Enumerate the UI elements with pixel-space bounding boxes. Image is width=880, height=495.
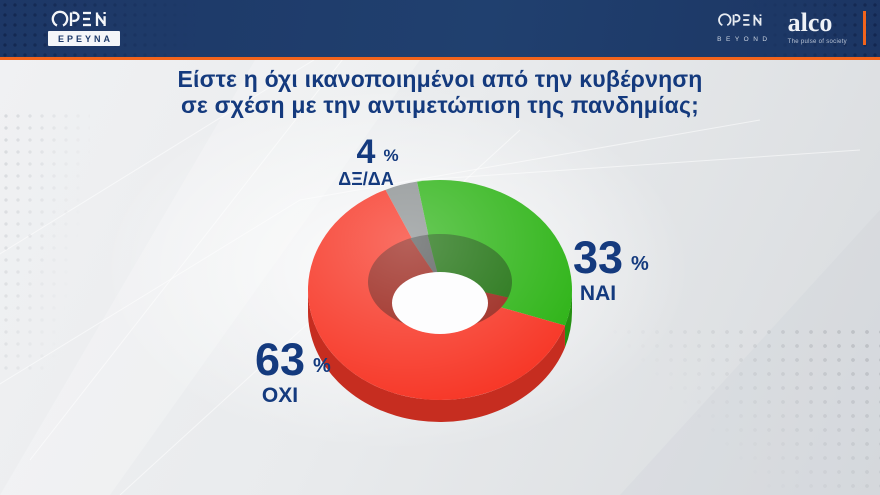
oxi-label: ΟΧΙ: [261, 383, 299, 407]
alco-orange-bar: [863, 10, 866, 45]
dxda-value-row: 4%: [356, 133, 399, 171]
accent-line: [0, 57, 880, 60]
header-right-logos: BEYOND alco The pulse of society: [717, 10, 866, 45]
oxi-value: 63: [254, 334, 306, 385]
oxi-value-row: 63%: [255, 337, 331, 382]
nai-value-row: 33%: [573, 235, 649, 280]
question-line-2: σε σχέση με την αντιμετώπιση της πανδημί…: [181, 92, 699, 118]
halftone-dots-bottom-right: [580, 325, 880, 495]
oxi-percent-sign: %: [313, 354, 331, 377]
beyond-label: BEYOND: [717, 36, 772, 43]
nai-percent-sign: %: [631, 252, 649, 275]
ereyna-badge: ΕΡΕΥΝΑ: [48, 31, 120, 46]
question-line-1: Είστε η όχι ικανοποιημένοι από την κυβέρ…: [177, 66, 703, 92]
nai-label: ΝΑΙ: [579, 281, 617, 305]
open-beyond-logo: BEYOND: [717, 12, 771, 43]
halftone-dots-top-left: [0, 110, 90, 370]
callout-dxda: 4% ΔΞ/ΔΑ: [318, 133, 414, 190]
open-ereyna-logo: ΕΡΕΥΝΑ: [48, 9, 120, 46]
nai-value: 33: [572, 232, 624, 283]
callout-oxi: 63% ΟΧΙ: [231, 337, 331, 407]
content-stage: [0, 60, 880, 495]
dxda-value: 4: [356, 133, 376, 171]
dxda-percent-sign: %: [383, 146, 399, 166]
dxda-label: ΔΞ/ΔΑ: [338, 169, 394, 190]
alco-logo: alco The pulse of society: [787, 8, 847, 46]
open-logo-icon: [51, 10, 106, 27]
question-title: Είστε η όχι ικανοποιημένοι από την κυβέρ…: [0, 66, 880, 118]
header-bar: ΕΡΕΥΝΑ BEYOND alco The pulse of society: [0, 0, 880, 57]
alco-tagline: The pulse of society: [787, 39, 847, 45]
alco-name: alco: [787, 8, 833, 37]
callout-nai: 33% ΝΑΙ: [549, 235, 649, 305]
header-dots-right: [730, 0, 880, 57]
open-logo-icon: [718, 13, 762, 27]
header-dots-left: [0, 0, 230, 57]
